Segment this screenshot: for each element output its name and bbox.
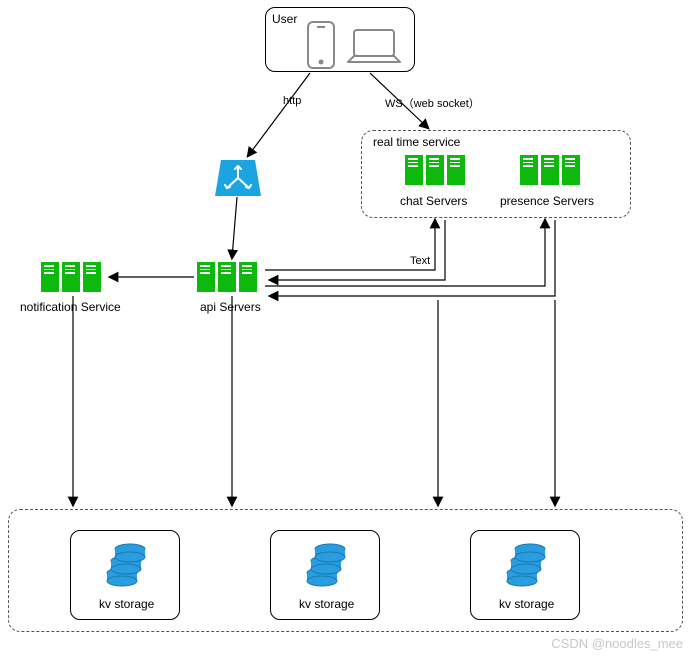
api-servers-icon bbox=[197, 262, 257, 292]
notification-service-icon bbox=[41, 262, 101, 292]
text-edge-label: Text bbox=[410, 255, 430, 267]
notification-service-label: notification Service bbox=[20, 300, 121, 314]
kv-storage-3: kv storage bbox=[470, 530, 580, 620]
api-servers-label: api Servers bbox=[200, 300, 261, 314]
database-icon bbox=[105, 539, 147, 587]
presence-servers-label: presence Servers bbox=[500, 194, 594, 208]
laptop-icon bbox=[344, 28, 404, 70]
user-label: User bbox=[272, 12, 297, 26]
kv-storage-1-label: kv storage bbox=[99, 597, 154, 611]
ws-edge-label: WS（web socket） bbox=[385, 95, 480, 111]
user-box: User bbox=[265, 7, 415, 72]
kv-storage-2-label: kv storage bbox=[299, 597, 354, 611]
presence-servers-icon bbox=[520, 155, 580, 185]
kv-storage-1: kv storage bbox=[70, 530, 180, 620]
phone-icon bbox=[306, 20, 336, 70]
database-icon bbox=[305, 539, 347, 587]
database-icon bbox=[505, 539, 547, 587]
http-edge-label: http bbox=[283, 95, 301, 107]
kv-storage-3-label: kv storage bbox=[499, 597, 554, 611]
realtime-service-label: real time service bbox=[373, 135, 460, 149]
chat-servers-icon bbox=[405, 155, 465, 185]
kv-storage-2: kv storage bbox=[270, 530, 380, 620]
chat-servers-label: chat Servers bbox=[400, 194, 467, 208]
watermark: CSDN @noodles_mee bbox=[551, 636, 683, 651]
load-balancer-icon bbox=[215, 160, 261, 196]
